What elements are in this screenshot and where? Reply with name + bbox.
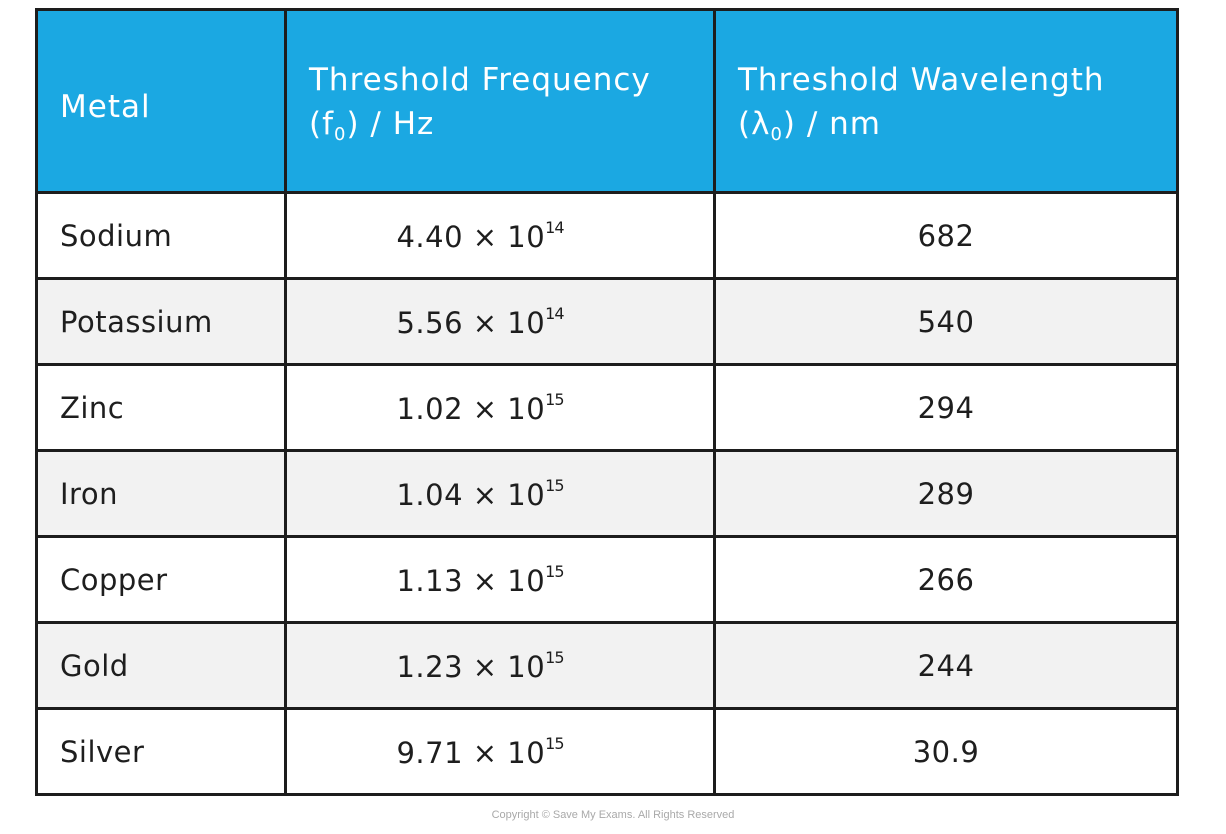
threshold-table: Metal Threshold Frequency (f0) / Hz Thre… [35, 8, 1179, 796]
metal-cell: Silver [35, 707, 287, 796]
header-wavelength-line1: Threshold Wavelength [738, 61, 1105, 98]
table-row: Potassium 5.56 × 1014 540 [35, 277, 1179, 366]
header-row: Metal Threshold Frequency (f0) / Hz Thre… [35, 8, 1179, 194]
header-metal: Metal [35, 8, 287, 194]
frequency-cell: 1.13 × 1015 [284, 535, 716, 624]
table-row: Copper 1.13 × 1015 266 [35, 535, 1179, 624]
wavelength-cell: 540 [713, 277, 1179, 366]
metal-cell: Copper [35, 535, 287, 624]
wavelength-cell: 682 [713, 191, 1179, 280]
wavelength-cell: 30.9 [713, 707, 1179, 796]
frequency-exponent: 15 [545, 733, 564, 753]
wavelength-cell: 294 [713, 363, 1179, 452]
header-frequency-open: (f [309, 105, 335, 142]
header-metal-label: Metal [60, 89, 151, 125]
frequency-value: 5.56 × 10 [396, 305, 546, 340]
header-wavelength-sub: 0 [770, 123, 783, 145]
frequency-exponent: 15 [545, 647, 564, 667]
frequency-cell: 4.40 × 1014 [284, 191, 716, 280]
frequency-exponent: 15 [545, 475, 564, 495]
metal-cell: Potassium [35, 277, 287, 366]
copyright-notice: Copyright © Save My Exams. All Rights Re… [491, 809, 735, 821]
metal-cell: Gold [35, 621, 287, 710]
frequency-value: 1.02 × 10 [396, 391, 546, 426]
metal-cell: Zinc [35, 363, 287, 452]
header-frequency-sub: 0 [334, 123, 347, 145]
table-row: Silver 9.71 × 1015 30.9 [35, 707, 1179, 796]
wavelength-cell: 266 [713, 535, 1179, 624]
metal-cell: Iron [35, 449, 287, 538]
frequency-value: 1.04 × 10 [396, 477, 546, 512]
frequency-value: 1.23 × 10 [396, 649, 546, 684]
frequency-value: 9.71 × 10 [396, 735, 546, 770]
frequency-cell: 1.02 × 1015 [284, 363, 716, 452]
table-row: Iron 1.04 × 1015 289 [35, 449, 1179, 538]
header-frequency-line1: Threshold Frequency [309, 61, 651, 98]
frequency-value: 1.13 × 10 [396, 563, 546, 598]
wavelength-cell: 244 [713, 621, 1179, 710]
table-row: Zinc 1.02 × 1015 294 [35, 363, 1179, 452]
table-row: Sodium 4.40 × 1014 682 [35, 191, 1179, 280]
frequency-cell: 5.56 × 1014 [284, 277, 716, 366]
frequency-exponent: 14 [545, 217, 564, 237]
wavelength-cell: 289 [713, 449, 1179, 538]
frequency-exponent: 15 [545, 561, 564, 581]
header-frequency-close: ) / Hz [346, 105, 435, 142]
header-frequency: Threshold Frequency (f0) / Hz [284, 8, 716, 194]
frequency-exponent: 15 [545, 389, 564, 409]
frequency-cell: 9.71 × 1015 [284, 707, 716, 796]
frequency-exponent: 14 [545, 303, 564, 323]
frequency-cell: 1.04 × 1015 [284, 449, 716, 538]
frequency-value: 4.40 × 10 [396, 219, 546, 254]
table-row: Gold 1.23 × 1015 244 [35, 621, 1179, 710]
header-wavelength-open: (λ [738, 105, 771, 142]
header-wavelength: Threshold Wavelength (λ0) / nm [713, 8, 1179, 194]
frequency-cell: 1.23 × 1015 [284, 621, 716, 710]
metal-cell: Sodium [35, 191, 287, 280]
header-wavelength-close: ) / nm [782, 105, 881, 142]
